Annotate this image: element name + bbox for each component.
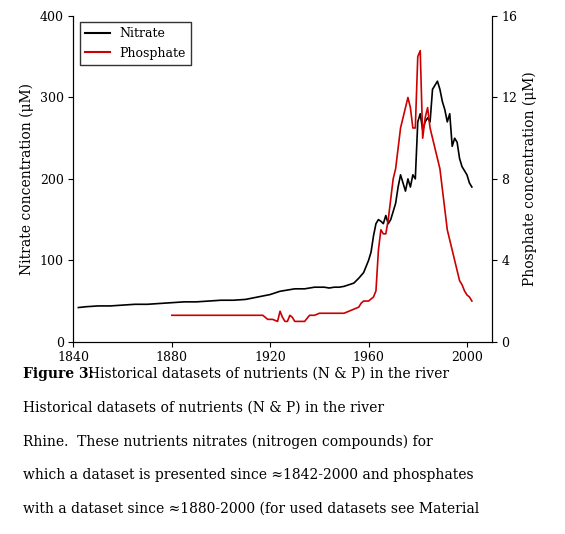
Text: with a dataset since ≈1880-2000 (for used datasets see Material: with a dataset since ≈1880-2000 (for use… (23, 501, 479, 515)
Text: which a dataset is presented since ≈1842-2000 and phosphates: which a dataset is presented since ≈1842… (23, 468, 473, 482)
Y-axis label: Phosphate concentration (μM): Phosphate concentration (μM) (523, 72, 537, 286)
Text: Historical datasets of nutrients (N & P) in the river: Historical datasets of nutrients (N & P)… (23, 400, 384, 414)
Text: Rhine.  These nutrients nitrates (nitrogen compounds) for: Rhine. These nutrients nitrates (nitroge… (23, 434, 432, 449)
Legend: Nitrate, Phosphate: Nitrate, Phosphate (80, 22, 191, 65)
Y-axis label: Nitrate concentration (μM): Nitrate concentration (μM) (20, 83, 34, 275)
Text: Figure 3:: Figure 3: (23, 367, 93, 381)
Text: Historical datasets of nutrients (N & P) in the river: Historical datasets of nutrients (N & P)… (88, 367, 449, 381)
